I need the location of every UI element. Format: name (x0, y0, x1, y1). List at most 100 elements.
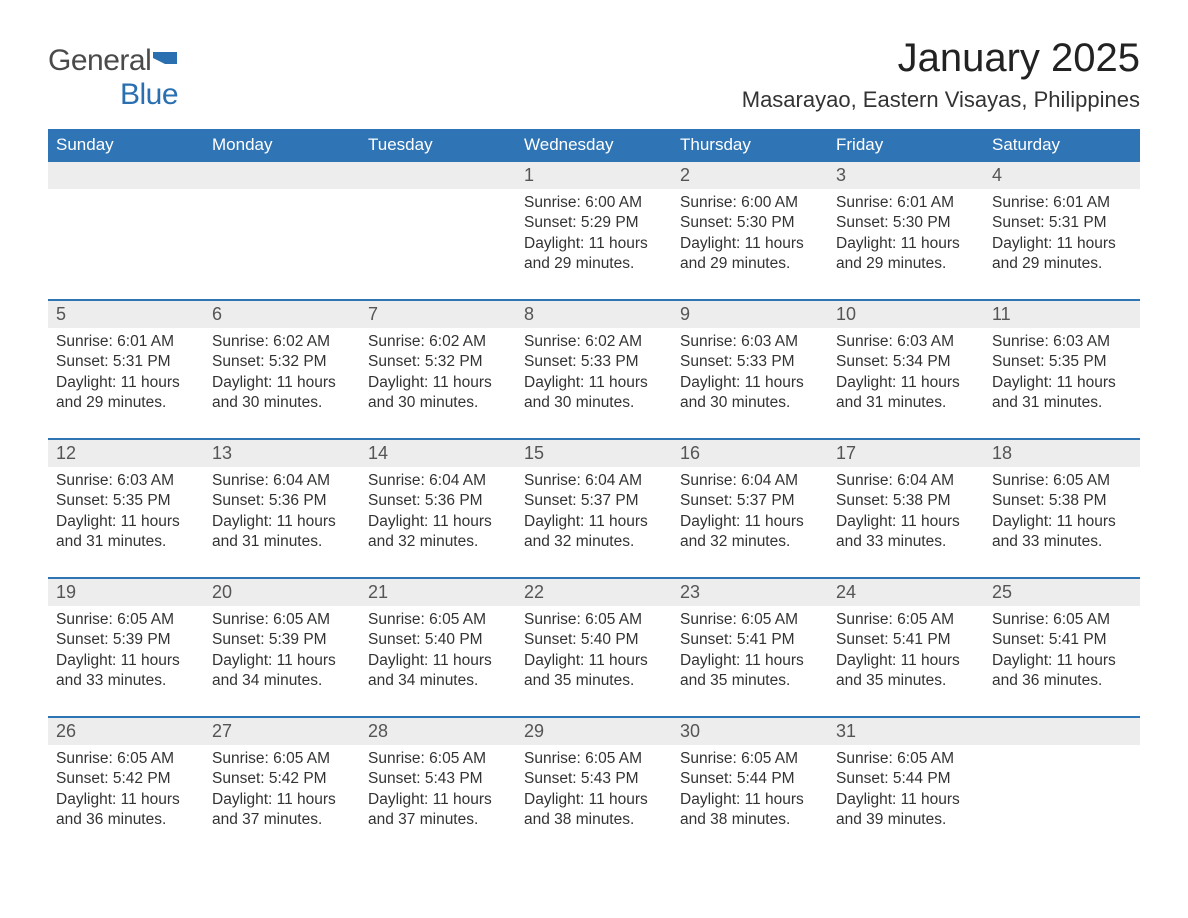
day-number: 3 (828, 162, 984, 189)
week: 19202122232425Sunrise: 6:05 AMSunset: 5:… (48, 577, 1140, 698)
day-details: Sunrise: 6:04 AMSunset: 5:37 PMDaylight:… (672, 467, 828, 559)
day-number: 8 (516, 301, 672, 328)
day-number: 1 (516, 162, 672, 189)
daylight-line: Daylight: 11 hours and 38 minutes. (680, 790, 820, 831)
daylight-line: Daylight: 11 hours and 29 minutes. (524, 234, 664, 275)
sunrise-line: Sunrise: 6:05 AM (368, 749, 508, 769)
sunrise-line: Sunrise: 6:04 AM (524, 471, 664, 491)
day-details: Sunrise: 6:01 AMSunset: 5:31 PMDaylight:… (48, 328, 204, 420)
day-number: 18 (984, 440, 1140, 467)
sunset-line: Sunset: 5:38 PM (836, 491, 976, 511)
daylight-line: Daylight: 11 hours and 31 minutes. (992, 373, 1132, 414)
day-number: 25 (984, 579, 1140, 606)
day-details: Sunrise: 6:01 AMSunset: 5:30 PMDaylight:… (828, 189, 984, 281)
daylight-line: Daylight: 11 hours and 36 minutes. (992, 651, 1132, 692)
daylight-line: Daylight: 11 hours and 35 minutes. (836, 651, 976, 692)
daylight-line: Daylight: 11 hours and 30 minutes. (368, 373, 508, 414)
sunrise-line: Sunrise: 6:02 AM (212, 332, 352, 352)
day-details: Sunrise: 6:05 AMSunset: 5:42 PMDaylight:… (204, 745, 360, 837)
daylight-line: Daylight: 11 hours and 35 minutes. (680, 651, 820, 692)
sunrise-line: Sunrise: 6:03 AM (680, 332, 820, 352)
sunset-line: Sunset: 5:32 PM (212, 352, 352, 372)
daynum-row: 262728293031 (48, 718, 1140, 745)
day-details: Sunrise: 6:05 AMSunset: 5:43 PMDaylight:… (516, 745, 672, 837)
sunrise-line: Sunrise: 6:04 AM (836, 471, 976, 491)
daylight-line: Daylight: 11 hours and 31 minutes. (836, 373, 976, 414)
daynum-row: 19202122232425 (48, 579, 1140, 606)
day-number: 10 (828, 301, 984, 328)
logo-text: General Blue (48, 44, 183, 112)
sunset-line: Sunset: 5:31 PM (56, 352, 196, 372)
day-number: 2 (672, 162, 828, 189)
sunset-line: Sunset: 5:37 PM (680, 491, 820, 511)
sunset-line: Sunset: 5:38 PM (992, 491, 1132, 511)
day-number: 5 (48, 301, 204, 328)
page-title: January 2025 (742, 36, 1140, 81)
sunset-line: Sunset: 5:30 PM (680, 213, 820, 233)
sunrise-line: Sunrise: 6:02 AM (524, 332, 664, 352)
sunrise-line: Sunrise: 6:05 AM (56, 610, 196, 630)
sunrise-line: Sunrise: 6:04 AM (212, 471, 352, 491)
dow-cell: Thursday (672, 129, 828, 162)
logo-text-2: Blue (48, 78, 178, 111)
sunset-line: Sunset: 5:34 PM (836, 352, 976, 372)
sunrise-line: Sunrise: 6:05 AM (212, 610, 352, 630)
sunset-line: Sunset: 5:30 PM (836, 213, 976, 233)
daynum-row: 567891011 (48, 301, 1140, 328)
day-details: Sunrise: 6:05 AMSunset: 5:43 PMDaylight:… (360, 745, 516, 837)
dow-cell: Monday (204, 129, 360, 162)
day-details: Sunrise: 6:04 AMSunset: 5:36 PMDaylight:… (360, 467, 516, 559)
dow-cell: Saturday (984, 129, 1140, 162)
week: 567891011Sunrise: 6:01 AMSunset: 5:31 PM… (48, 299, 1140, 420)
daylight-line: Daylight: 11 hours and 31 minutes. (56, 512, 196, 553)
sunset-line: Sunset: 5:33 PM (524, 352, 664, 372)
day-number: 9 (672, 301, 828, 328)
day-number: 17 (828, 440, 984, 467)
weeks-container: 1234Sunrise: 6:00 AMSunset: 5:29 PMDayli… (48, 162, 1140, 837)
day-number (48, 162, 204, 189)
day-details: Sunrise: 6:01 AMSunset: 5:31 PMDaylight:… (984, 189, 1140, 281)
day-number: 21 (360, 579, 516, 606)
day-details (984, 745, 1140, 837)
title-block: January 2025 Masarayao, Eastern Visayas,… (742, 36, 1140, 125)
day-number (984, 718, 1140, 745)
day-details: Sunrise: 6:03 AMSunset: 5:35 PMDaylight:… (48, 467, 204, 559)
day-details: Sunrise: 6:04 AMSunset: 5:38 PMDaylight:… (828, 467, 984, 559)
sunset-line: Sunset: 5:36 PM (368, 491, 508, 511)
sunrise-line: Sunrise: 6:01 AM (992, 193, 1132, 213)
daylight-line: Daylight: 11 hours and 34 minutes. (368, 651, 508, 692)
sunset-line: Sunset: 5:35 PM (992, 352, 1132, 372)
sunrise-line: Sunrise: 6:05 AM (836, 749, 976, 769)
logo: General Blue (48, 36, 183, 112)
daynum-row: 12131415161718 (48, 440, 1140, 467)
day-details: Sunrise: 6:05 AMSunset: 5:41 PMDaylight:… (672, 606, 828, 698)
sunset-line: Sunset: 5:44 PM (680, 769, 820, 789)
sunrise-line: Sunrise: 6:03 AM (992, 332, 1132, 352)
daylight-line: Daylight: 11 hours and 30 minutes. (524, 373, 664, 414)
day-details: Sunrise: 6:05 AMSunset: 5:38 PMDaylight:… (984, 467, 1140, 559)
daylight-line: Daylight: 11 hours and 38 minutes. (524, 790, 664, 831)
sunset-line: Sunset: 5:37 PM (524, 491, 664, 511)
logo-text-1: General (48, 44, 151, 77)
day-number: 7 (360, 301, 516, 328)
day-details: Sunrise: 6:00 AMSunset: 5:30 PMDaylight:… (672, 189, 828, 281)
calendar: SundayMondayTuesdayWednesdayThursdayFrid… (48, 129, 1140, 837)
sunset-line: Sunset: 5:31 PM (992, 213, 1132, 233)
day-details: Sunrise: 6:04 AMSunset: 5:36 PMDaylight:… (204, 467, 360, 559)
sunrise-line: Sunrise: 6:05 AM (680, 610, 820, 630)
sunset-line: Sunset: 5:43 PM (524, 769, 664, 789)
day-number: 23 (672, 579, 828, 606)
day-of-week-header: SundayMondayTuesdayWednesdayThursdayFrid… (48, 129, 1140, 162)
sunrise-line: Sunrise: 6:05 AM (680, 749, 820, 769)
sunset-line: Sunset: 5:41 PM (992, 630, 1132, 650)
sunrise-line: Sunrise: 6:05 AM (524, 749, 664, 769)
day-number: 6 (204, 301, 360, 328)
day-number: 15 (516, 440, 672, 467)
sunset-line: Sunset: 5:39 PM (56, 630, 196, 650)
day-details: Sunrise: 6:02 AMSunset: 5:32 PMDaylight:… (204, 328, 360, 420)
day-details (204, 189, 360, 281)
sunrise-line: Sunrise: 6:05 AM (992, 610, 1132, 630)
day-details: Sunrise: 6:05 AMSunset: 5:41 PMDaylight:… (984, 606, 1140, 698)
daylight-line: Daylight: 11 hours and 33 minutes. (836, 512, 976, 553)
sunrise-line: Sunrise: 6:02 AM (368, 332, 508, 352)
